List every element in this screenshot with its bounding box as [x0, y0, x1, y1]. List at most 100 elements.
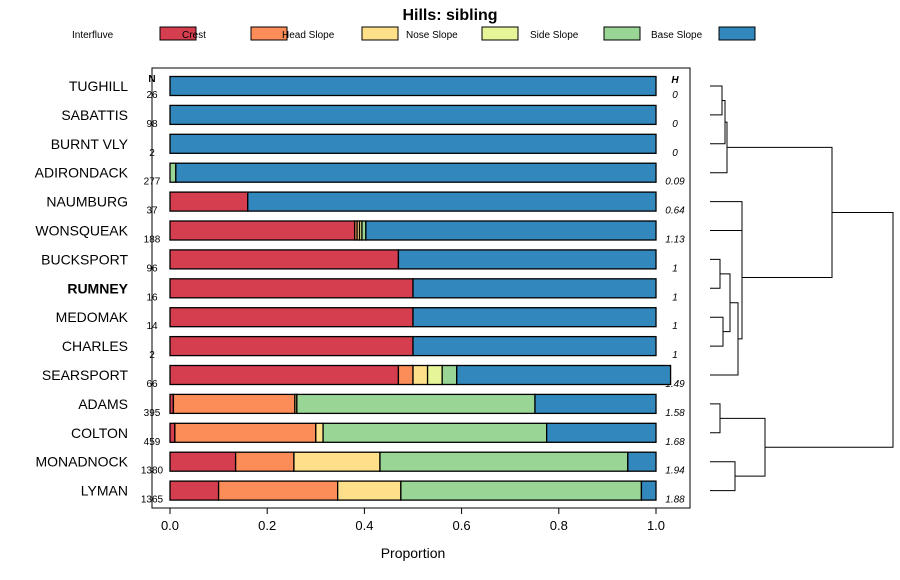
legend-swatch — [250, 26, 288, 41]
legend-swatch — [361, 26, 399, 41]
bar-segment — [169, 104, 657, 126]
bar-segment — [169, 220, 356, 241]
bar-segment — [426, 364, 443, 386]
legend-label: Head Slope — [282, 30, 335, 41]
row-n-value: 96 — [146, 263, 158, 274]
row-label: TUGHILL — [69, 78, 128, 94]
row-n-value: 188 — [144, 235, 161, 246]
bar-segment — [296, 393, 536, 415]
bar-segment — [397, 249, 657, 270]
dendrogram-branch — [710, 99, 726, 145]
bar-segment — [412, 335, 657, 357]
legend-label: Nose Slope — [406, 30, 458, 41]
dendrogram-branch — [720, 273, 731, 333]
bar-segment — [397, 364, 414, 386]
row-n-value: 395 — [144, 408, 161, 419]
bar-segment — [169, 364, 400, 386]
bar-row: SABATTIS 98 0 — [61, 104, 678, 130]
h-column-header: H — [671, 75, 679, 86]
dendrogram — [710, 85, 894, 492]
bar-segment — [315, 422, 324, 443]
bar-segment — [169, 480, 220, 501]
chart-title: Hills: sibling — [402, 7, 497, 24]
row-label: SABATTIS — [61, 107, 128, 123]
row-h-value: 0 — [672, 119, 678, 130]
bar-segment — [546, 422, 657, 443]
row-label: RUMNEY — [67, 280, 128, 296]
x-tick-label: 0.4 — [355, 518, 373, 533]
row-h-value: 1.94 — [665, 466, 685, 477]
legend-label: Crest — [182, 30, 206, 41]
bar-segment — [234, 451, 295, 472]
bar-row: BURNT VLY 2 0 — [51, 133, 678, 159]
bar-segment — [175, 162, 657, 183]
dendrogram-branch — [727, 146, 833, 278]
dendrogram-branch — [710, 258, 721, 289]
bar-segment — [174, 422, 317, 443]
row-n-value: 26 — [146, 90, 158, 101]
row-h-value: 1 — [672, 350, 678, 361]
x-tick-label: 0.2 — [258, 518, 276, 533]
dendrogram-branch — [710, 403, 721, 434]
bar-segment — [534, 393, 657, 415]
bar-segment — [169, 451, 237, 472]
plot-frame — [151, 67, 691, 509]
row-h-value: 1.49 — [665, 379, 685, 390]
row-n-value: 37 — [146, 206, 158, 217]
dendrogram-branch — [710, 316, 724, 347]
bar-segment — [247, 191, 657, 212]
bar-segment — [217, 480, 339, 501]
legend-label: Side Slope — [530, 30, 579, 41]
x-axis: 0.0 0.2 0.4 0.6 0.8 1.0 — [161, 508, 665, 533]
dendrogram-branch — [710, 302, 739, 376]
row-h-value: 0 — [672, 148, 678, 159]
row-h-value: 0.64 — [665, 206, 685, 217]
row-label: ADIRONDACK — [35, 165, 129, 181]
row-n-value: 2 — [149, 148, 155, 159]
x-tick-label: 1.0 — [647, 518, 665, 533]
bar-segment — [169, 133, 657, 154]
bar-segment — [172, 393, 296, 415]
legend-swatch — [718, 26, 756, 41]
bar-segment — [169, 162, 177, 183]
bar-rows: TUGHILL 26 0 SABATTIS 98 0 BURNT VLY 2 0 ADIRONDA… — [35, 75, 685, 506]
row-n-value: 16 — [146, 292, 158, 303]
bar-row: COLTON 459 1.68 — [71, 422, 685, 448]
bar-segment — [169, 335, 414, 357]
bar-row: MEDOMAK 14 1 — [56, 307, 678, 332]
row-h-value: 1.68 — [665, 437, 685, 448]
bar-segment — [293, 451, 381, 472]
bar-segment — [456, 364, 672, 386]
row-n-value: 98 — [146, 119, 158, 130]
row-label: ADAMS — [78, 396, 128, 412]
dendrogram-branch — [710, 85, 723, 116]
bar-segment — [412, 307, 657, 328]
row-h-value: 1.13 — [665, 235, 685, 246]
row-h-value: 0 — [672, 90, 678, 101]
bar-row: LYMAN 1365 1.88 — [81, 480, 685, 506]
dendrogram-branch — [710, 461, 736, 492]
row-label: WONSQUEAK — [35, 223, 128, 239]
x-tick-label: 0.6 — [453, 518, 471, 533]
x-axis-label: Proportion — [381, 545, 446, 561]
bar-segment — [169, 249, 400, 270]
bar-row: NAUMBURG 37 0.64 — [46, 191, 685, 217]
row-label: LYMAN — [81, 483, 128, 499]
legend-label: Base Slope — [651, 30, 703, 41]
legend-swatch — [159, 26, 197, 41]
row-h-value: 1 — [672, 263, 678, 274]
bar-segment — [412, 278, 657, 299]
row-label: SEARSPORT — [42, 367, 129, 383]
bar-segment — [627, 451, 657, 472]
legend: Interfluve Crest Head Slope Nose Slope Side … — [72, 26, 756, 41]
row-n-value: 459 — [144, 437, 161, 448]
dendrogram-branch — [738, 216, 743, 340]
bar-segment — [337, 480, 402, 501]
bar-row: BUCKSPORT 96 1 — [41, 249, 678, 274]
bar-segment — [169, 278, 414, 299]
bar-segment — [169, 191, 249, 212]
row-h-value: 1.58 — [665, 408, 685, 419]
dendrogram-branch — [765, 211, 894, 448]
legend-swatch — [481, 26, 519, 41]
